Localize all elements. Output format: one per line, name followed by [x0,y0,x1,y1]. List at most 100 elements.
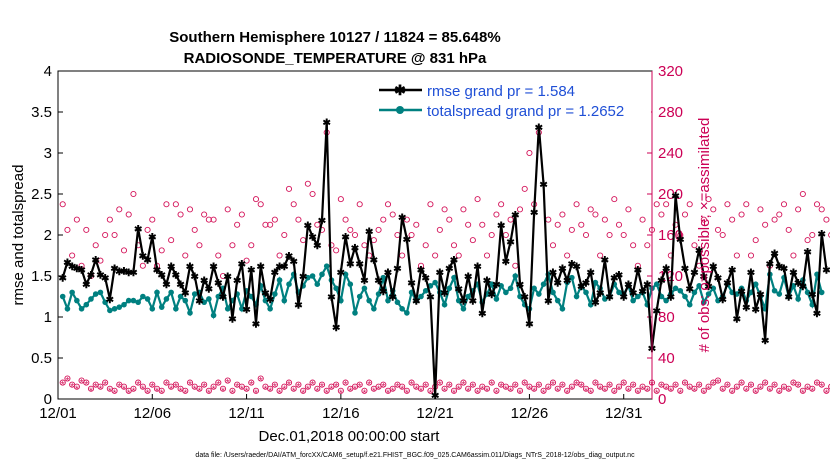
obs-assimilated-point: * [674,382,678,393]
totalspread-point [356,293,363,300]
obs-assimilated-point: * [730,388,734,399]
obs-assimilated-point: * [683,380,687,391]
totalspread-point [154,289,160,296]
rmse-point: ✱ [582,279,591,290]
totalspread-point [517,293,523,300]
rmse-point: ✱ [393,264,402,275]
obs-possible-point [639,216,646,223]
obs-possible-low-point [323,387,330,394]
obs-possible-point [714,226,722,233]
totalspread-point [102,299,108,306]
obs-assimilated-point: * [311,380,315,391]
rmse-point: ✱ [719,295,728,306]
obs-possible-low-point [295,381,302,388]
obs-possible-point [337,196,344,203]
obs-assimilated-point: * [645,386,649,397]
obs-possible-point [116,206,123,213]
rmse-point: ✱ [247,265,256,276]
obs-assimilated-point: * [575,380,579,391]
totalspread-point [342,271,349,278]
rmse-point: ✱ [610,274,619,285]
obs-possible-point [780,201,788,208]
totalspread-point [309,273,316,279]
obs-possible-point [686,201,693,208]
obs-possible-point [106,216,113,223]
rmse-point: ✱ [360,276,369,287]
obs-possible-point [752,237,759,244]
legend: ✱ rmse grand pr = 1.584 totalspread gran… [374,75,651,120]
obs-possible-point [606,231,613,239]
obs-assimilated-point: * [282,384,286,395]
obs-possible-low-point [87,385,95,392]
obs-possible-low-point [318,381,326,388]
obs-possible-point [474,196,481,203]
obs-possible-low-point [102,379,109,386]
y-tick-label: 2.5 [31,186,52,203]
obs-assimilated-point: * [655,388,659,399]
obs-assimilated-point: * [405,388,409,399]
obs-possible-point [219,272,227,280]
obs-possible-low-point [130,385,137,392]
obs-possible-point [573,201,580,208]
obs-possible-low-point [620,379,627,386]
obs-assimilated-point: * [381,382,385,393]
totalspread-point [569,274,575,281]
obs-assimilated-point: * [259,376,263,387]
obs-possible-low-point [705,383,712,390]
obs-possible-low-point [691,385,698,392]
totalspread-point [130,297,137,304]
rmse-point: ✱ [384,268,393,279]
rmse-point: ✱ [704,282,713,293]
obs-possible-point [450,242,458,249]
obs-assimilated-point: * [801,388,805,399]
rmse-point: ✱ [690,268,699,279]
obs-possible-point [295,216,302,223]
obs-possible-low-point [700,387,707,394]
totalspread-point [691,289,698,296]
obs-possible-point [120,247,128,254]
obs-assimilated-point: * [542,388,546,399]
rmse-point: ✱ [238,260,247,271]
obs-possible-point [201,211,208,218]
obs-possible-low-point [97,383,104,390]
obs-assimilated-point: * [461,380,465,391]
obs-possible-low-point [210,383,217,390]
rmse-point: ✱ [747,268,756,279]
rmse-point: ✱ [681,264,690,275]
rmse-point: ✱ [657,276,666,287]
obs-assimilated-point: * [636,388,640,399]
obs-possible-low-point [785,385,792,392]
obs-possible-point [413,221,420,228]
obs-assimilated-point: * [424,382,428,393]
obs-assimilated-point: * [815,380,819,391]
obs-assimilated-point: * [589,388,593,399]
obs-possible-point [719,231,726,239]
totalspread-point [267,306,273,312]
obs-possible-point [729,216,736,223]
obs-possible-low-point [615,383,623,390]
rmse-point: ✱ [440,288,449,299]
obs-possible-low-point [219,385,227,392]
totalspread-point [771,287,778,294]
obs-assimilated-point: * [490,380,494,391]
totalspread-point [385,297,391,304]
obs-assimilated-point: * [164,380,168,391]
rmse-point: ✱ [808,290,817,301]
obs-assimilated-point: * [410,380,414,391]
obs-possible-low-point [422,381,429,388]
rmse-point: ✱ [261,288,270,299]
obs-possible-low-point [290,385,297,392]
obs-possible-low-point [333,381,340,388]
totalspread-point [795,296,801,302]
obs-possible-point [446,216,453,223]
obs-assimilated-point: * [136,380,140,391]
obs-possible-point [691,242,698,249]
rmse-point: ✱ [587,268,596,279]
obs-assimilated-point: * [254,388,258,399]
y-tick-label: 0 [44,391,52,408]
totalspread-point [333,285,339,292]
obs-possible-point [285,185,293,192]
obs-possible-point [747,252,755,259]
obs-possible-point [375,226,382,233]
obs-assimilated-point: * [414,384,418,395]
